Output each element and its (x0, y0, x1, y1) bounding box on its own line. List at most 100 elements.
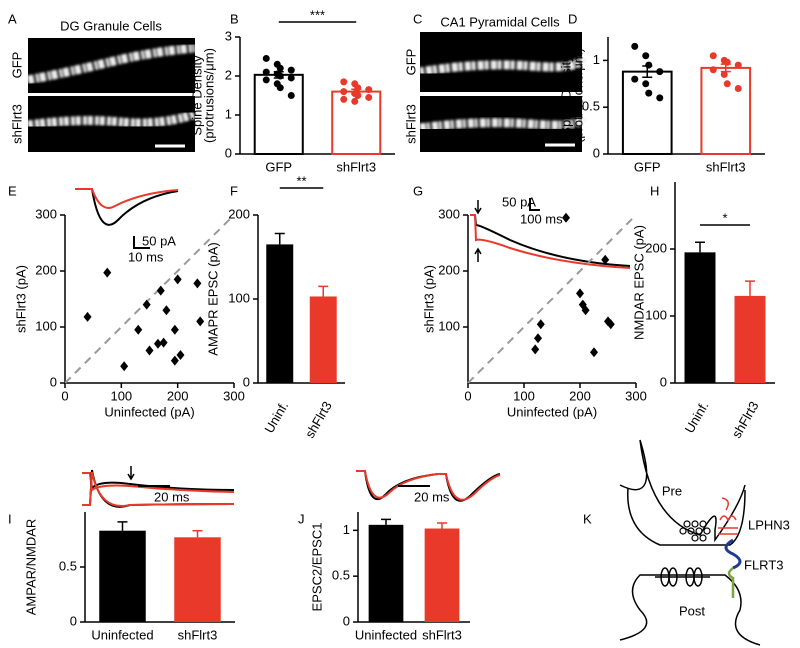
y-axis-label: Spine Density (189, 55, 204, 136)
micrograph-c (419, 32, 587, 152)
panel-label: H (650, 183, 659, 198)
y-tick-label: 200 (228, 206, 250, 221)
data-point (354, 92, 362, 99)
y-tick-label: 0 (343, 613, 350, 628)
data-point (156, 285, 165, 296)
panel-label: C (413, 11, 422, 26)
y-axis-label: EPSC2/EPSC1 (309, 523, 324, 612)
data-point (287, 92, 295, 99)
data-point (120, 361, 129, 372)
bar (424, 528, 460, 622)
x-tick-label: 300 (625, 388, 647, 403)
y-tick-label: 0 (243, 374, 250, 389)
data-point (262, 54, 270, 62)
y-axis-label: NMDAR EPSC (pA) (631, 225, 646, 340)
error-bar (192, 529, 203, 538)
y-tick-label: 0 (660, 374, 667, 389)
bar (266, 244, 294, 383)
y-tick-label: 3 (225, 28, 232, 43)
data-point (531, 344, 540, 355)
y-tick-label: 0.5 (332, 568, 350, 583)
data-point (134, 324, 143, 335)
panel-label: F (230, 183, 238, 198)
y-tick-label: 0 (50, 374, 57, 389)
panel-label: K (583, 511, 592, 526)
bar (174, 537, 221, 622)
data-point (576, 288, 584, 299)
x-tick-label: 100 (513, 388, 535, 403)
data-point (734, 61, 742, 69)
x-tick-label: 0 (464, 388, 471, 403)
y-tick-label: 300 (35, 206, 57, 221)
panel-label: G (413, 183, 423, 198)
panel-label: B (230, 11, 239, 26)
x-tick-label: shFlrt3 (729, 399, 762, 441)
identity-line (467, 214, 637, 384)
data-point (723, 80, 731, 88)
data-point (734, 84, 742, 92)
y-tick-label: 0 (593, 145, 600, 160)
trace-inset-i (82, 466, 235, 508)
scale-bar-label: 20 ms (154, 489, 190, 504)
x-tick-label: shFlrt3 (302, 399, 335, 441)
data-point (159, 337, 168, 348)
y-tick-label: 100 (645, 307, 667, 322)
data-point (276, 84, 284, 92)
y-axis-label: Spine Density (558, 55, 573, 136)
y-axis-label: (protrusions/μm) (201, 48, 216, 143)
x-tick-label: 300 (223, 388, 245, 403)
bar (99, 530, 146, 622)
x-tick-label: GFP (634, 159, 661, 174)
y-tick-label: 1 (225, 106, 232, 121)
data-point (262, 68, 270, 76)
x-tick-label: Uninfected (355, 627, 417, 642)
y-tick-label: 200 (645, 240, 667, 255)
panel-label: A (8, 11, 17, 26)
y-tick-label: 0 (225, 145, 232, 160)
data-point (170, 355, 179, 366)
x-tick-label: 0 (61, 388, 68, 403)
data-point (581, 305, 590, 316)
data-point (83, 311, 92, 322)
data-point (351, 97, 359, 105)
data-point (287, 66, 295, 74)
data-point (153, 338, 162, 349)
data-point (340, 95, 348, 103)
data-point (656, 68, 664, 76)
data-point (354, 84, 362, 92)
data-point (631, 42, 639, 50)
y-tick-label: 100 (438, 318, 460, 333)
data-point (365, 93, 373, 101)
panel-label: J (298, 511, 305, 526)
y-tick-label: 200 (438, 262, 460, 277)
panel-label: I (8, 511, 12, 526)
bar (684, 252, 716, 383)
data-point (642, 52, 650, 60)
y-axis-label: AMPAR/NMDAR (23, 519, 38, 616)
error-bar (117, 521, 128, 531)
y-tick-label: 0 (70, 613, 77, 628)
data-point (142, 299, 151, 310)
y-axis-label: shFlrt3 (pA) (421, 265, 436, 333)
trace-inset-e (75, 188, 179, 249)
micrograph-title: DG Granule Cells (60, 18, 162, 33)
data-point (145, 345, 154, 356)
data-point (723, 58, 731, 66)
data-point (536, 319, 545, 330)
scale-bar-label: 50 pA (502, 194, 536, 209)
y-tick-label: 200 (35, 262, 57, 277)
y-tick-label: 100 (35, 318, 57, 333)
data-point (590, 347, 598, 358)
bar (309, 296, 337, 383)
error-bar (745, 280, 755, 296)
data-point (173, 274, 182, 285)
y-tick-label: 100 (228, 290, 250, 305)
significance-label: ** (296, 173, 306, 188)
data-point (709, 66, 717, 74)
diagram-label: Post (679, 603, 705, 618)
y-axis-label: AMAPR EPSC (pA) (205, 242, 220, 355)
row-label: shFlrt3 (403, 104, 418, 144)
micrograph-title: CA1 Pyramidal Cells (440, 14, 560, 29)
